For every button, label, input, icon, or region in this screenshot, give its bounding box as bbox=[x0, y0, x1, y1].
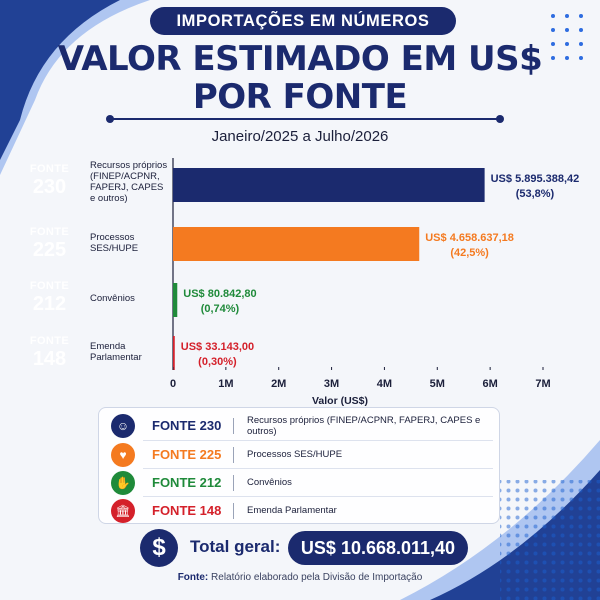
legend-name: FONTE 148 bbox=[152, 503, 222, 518]
x-tick-label: 3M bbox=[324, 378, 339, 390]
category-label-212: Convênios bbox=[90, 293, 135, 304]
x-tick-label: 2M bbox=[271, 378, 286, 390]
legend-separator bbox=[233, 474, 234, 491]
source-text: Relatório elaborado pela Divisão de Impo… bbox=[211, 572, 423, 583]
data-label-value: US$ 33.143,00 bbox=[181, 341, 254, 353]
badge-label: FONTE bbox=[29, 162, 70, 175]
badge-number: 230 bbox=[32, 175, 67, 198]
x-tick-label: 4M bbox=[377, 378, 392, 390]
legend-name: FONTE 212 bbox=[152, 475, 222, 490]
legend-separator bbox=[233, 502, 234, 519]
source-note: Fonte: Relatório elaborado pela Divisão … bbox=[0, 572, 600, 583]
data-label-percent: (0,74%) bbox=[201, 303, 240, 315]
badge-number: 148 bbox=[32, 347, 67, 370]
x-axis-label: Valor (US$) bbox=[312, 395, 368, 407]
bar-148 bbox=[173, 336, 175, 370]
badge-fonte-212: FONTE 212 bbox=[22, 274, 77, 320]
legend-item-230: ☺ FONTE 230 Recursos próprios (FINEP/ACP… bbox=[99, 412, 499, 439]
x-tick-label: 7M bbox=[535, 378, 550, 390]
badge-number: 225 bbox=[32, 238, 67, 261]
total-label: Total geral: bbox=[190, 537, 281, 556]
legend-name: FONTE 225 bbox=[152, 447, 222, 462]
data-label-percent: (53,8%) bbox=[516, 188, 555, 200]
badge-fonte-225: FONTE 225 bbox=[22, 220, 77, 266]
legend-desc: Processos SES/HUPE bbox=[247, 449, 343, 460]
heart-pulse-icon: ♥ bbox=[111, 442, 135, 467]
legend-separator bbox=[233, 417, 234, 434]
badge-fonte-148: FONTE 148 bbox=[22, 329, 77, 375]
legend-name: FONTE 230 bbox=[152, 418, 222, 433]
legend-item-212: ✋ FONTE 212 Convênios bbox=[99, 469, 499, 496]
legend: ☺ FONTE 230 Recursos próprios (FINEP/ACP… bbox=[98, 407, 500, 524]
badge-number: 212 bbox=[32, 292, 67, 315]
legend-item-148: 🏛 FONTE 148 Emenda Parlamentar bbox=[99, 497, 499, 524]
badge-label: FONTE bbox=[29, 225, 70, 238]
legend-divider bbox=[143, 440, 493, 441]
total-value: US$ 10.668.011,40 bbox=[288, 531, 468, 565]
legend-separator bbox=[233, 446, 234, 463]
bar-225 bbox=[173, 227, 420, 261]
legend-desc: Recursos próprios (FINEP/ACPNR, FAPERJ, … bbox=[247, 414, 481, 437]
category-label-230: Recursos próprios (FINEP/ACPNR, FAPERJ, … bbox=[90, 160, 168, 204]
data-label-percent: (42,5%) bbox=[450, 247, 489, 259]
header-pill: IMPORTAÇÕES EM NÚMEROS bbox=[150, 7, 456, 35]
people-icon: ☺ bbox=[111, 413, 135, 438]
source-label: Fonte: bbox=[177, 572, 209, 583]
data-label-value: US$ 80.842,80 bbox=[183, 288, 256, 300]
government-building-icon: 🏛 bbox=[111, 498, 135, 523]
badge-fonte-230: FONTE 230 bbox=[22, 157, 77, 203]
x-tick-label: 5M bbox=[430, 378, 445, 390]
legend-item-225: ♥ FONTE 225 Processos SES/HUPE bbox=[99, 441, 499, 468]
data-label-value: US$ 4.658.637,18 bbox=[425, 232, 514, 244]
legend-divider bbox=[143, 468, 493, 469]
x-tick-label: 0 bbox=[170, 378, 176, 390]
period-subtitle: Janeiro/2025 a Julho/2026 bbox=[211, 128, 389, 145]
handshake-icon: ✋ bbox=[111, 470, 135, 495]
badge-label: FONTE bbox=[29, 279, 70, 292]
title-divider bbox=[106, 115, 504, 123]
page-title-line1: VALOR ESTIMADO EM US$ bbox=[57, 39, 543, 79]
category-label-225: Processos SES/HUPE bbox=[90, 232, 139, 254]
bar-230 bbox=[173, 168, 485, 202]
legend-divider bbox=[143, 496, 493, 497]
legend-desc: Convênios bbox=[247, 477, 292, 488]
data-label-value: US$ 5.895.388,42 bbox=[491, 173, 580, 185]
data-label-percent: (0,30%) bbox=[198, 356, 237, 368]
category-label-148: Emenda Parlamentar bbox=[90, 341, 142, 363]
page-title-line2: POR FONTE bbox=[192, 77, 408, 117]
dollar-icon: $ bbox=[140, 529, 178, 567]
page-title: VALOR ESTIMADO EM US$ POR FONTE bbox=[0, 40, 600, 116]
x-tick-label: 1M bbox=[218, 378, 233, 390]
dot-grid-decoration bbox=[551, 14, 583, 60]
legend-desc: Emenda Parlamentar bbox=[247, 505, 337, 516]
x-tick-label: 6M bbox=[483, 378, 498, 390]
badge-label: FONTE bbox=[29, 334, 70, 347]
bar-212 bbox=[173, 283, 178, 317]
